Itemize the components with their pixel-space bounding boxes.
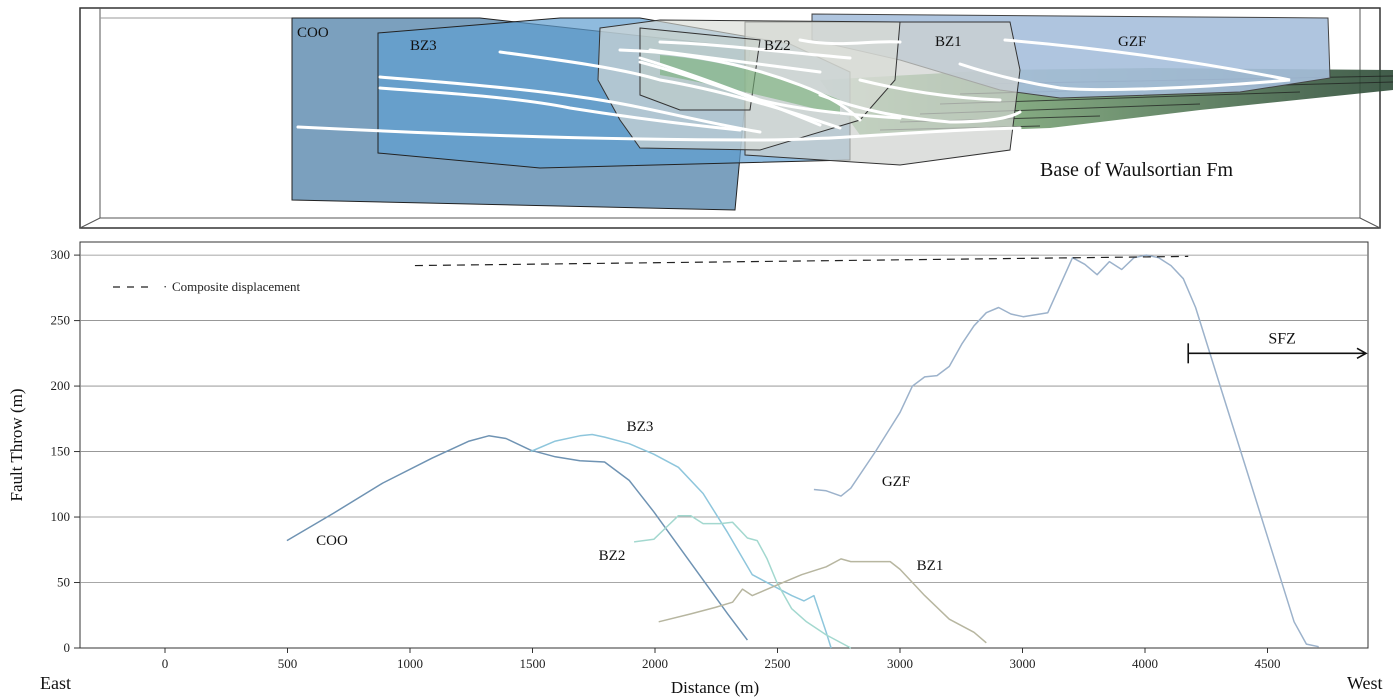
x-tick-label: 0: [162, 656, 169, 671]
series-line-bz3: [530, 433, 832, 649]
east-label: East: [40, 673, 71, 693]
series-label-bz3: BZ3: [627, 419, 654, 435]
gridlines: [80, 254, 1368, 583]
x-tick-label: 2000: [642, 656, 668, 671]
x-tick-label: 2500: [765, 656, 791, 671]
y-axis: 0 50 100 150 200 250 300: [51, 247, 80, 655]
sfz-label: SFZ: [1268, 330, 1296, 347]
x-axis: 0 500 1000 1500 2000 2500 3000 3000 4000 4500: [162, 648, 1281, 671]
series-line-bz1: [658, 558, 987, 644]
series-label-bz2: BZ2: [599, 548, 626, 564]
block-diagram: COO BZ3 BZ2 BZ1 GZF Base of Waulsortian …: [79, 7, 1393, 229]
block-frame-edge: [79, 217, 101, 229]
y-tick-label: 100: [51, 509, 71, 524]
block-frame-edge: [1359, 217, 1381, 229]
y-tick-label: 300: [51, 247, 71, 262]
y-tick-label: 250: [51, 313, 71, 328]
series-line-gzf: [813, 254, 1319, 648]
x-axis-title: Distance (m): [671, 678, 759, 697]
legend: Composite displacement ·: [113, 279, 301, 294]
x-tick-label: 4500: [1255, 656, 1281, 671]
bz2-plane-label: BZ2: [764, 38, 791, 54]
slip-zone: [660, 55, 840, 115]
y-tick-label: 50: [57, 575, 70, 590]
coo-plane-label: COO: [297, 25, 329, 41]
y-axis-title: Fault Throw (m): [7, 388, 26, 501]
sfz-arrow: SFZ: [1187, 330, 1368, 364]
west-label: West: [1347, 673, 1383, 693]
series-labels: COO BZ3 BZ2 BZ1 GZF: [316, 419, 943, 574]
plot-area: [79, 241, 1369, 649]
x-tick-label: 3000: [1010, 656, 1036, 671]
series-label-bz1: BZ1: [917, 558, 944, 574]
bz1-plane-label: BZ1: [935, 34, 962, 50]
x-tick-label: 500: [278, 656, 298, 671]
gzf-plane-label: GZF: [1118, 34, 1146, 50]
legend-dot: ·: [163, 279, 167, 294]
series-line-bz2: [634, 514, 852, 649]
sfz-arrow-head: [1356, 347, 1368, 360]
composite-displacement-line: [414, 255, 1189, 267]
bz3-plane-label: BZ3: [410, 38, 437, 54]
x-tick-label: 1500: [520, 656, 546, 671]
series-label-gzf: GZF: [882, 474, 910, 490]
y-tick-label: 150: [51, 444, 71, 459]
y-tick-label: 0: [64, 640, 71, 655]
waulsortian-label: Base of Waulsortian Fm: [1040, 159, 1233, 181]
legend-label: Composite displacement: [172, 279, 301, 294]
series-label-coo: COO: [316, 533, 348, 549]
chart: 0 50 100 150 200 250 300 0 500 1000 1500 2000 2500 3…: [7, 241, 1383, 697]
y-tick-label: 200: [51, 378, 71, 393]
series-line-coo: [286, 435, 748, 641]
series-lines: [286, 254, 1319, 649]
x-tick-label: 1000: [397, 656, 423, 671]
x-tick-label: 3000: [887, 656, 913, 671]
x-tick-label: 4000: [1132, 656, 1158, 671]
